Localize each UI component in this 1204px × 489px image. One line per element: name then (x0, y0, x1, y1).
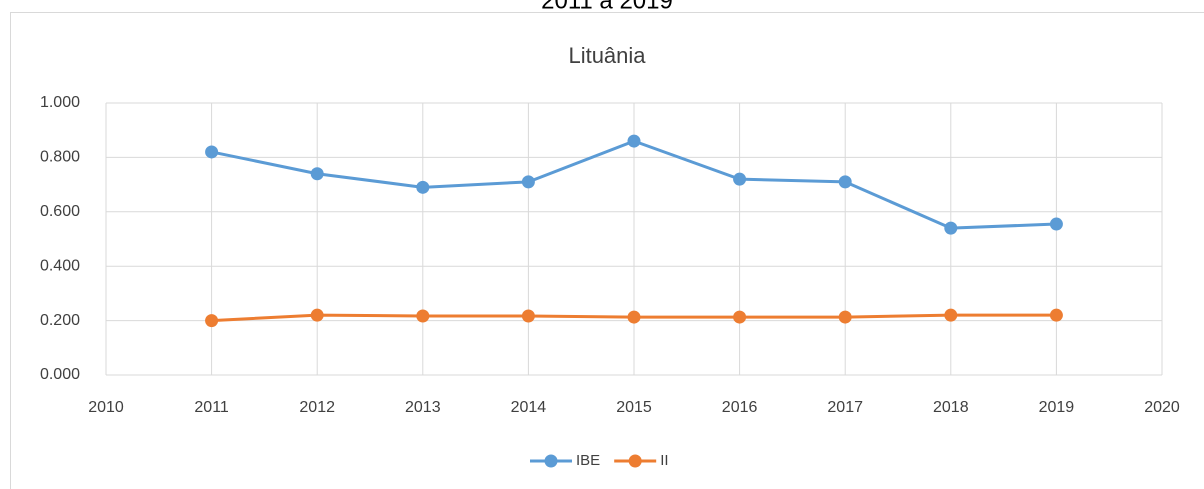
y-tick-label: 0.800 (40, 149, 80, 166)
x-tick-label: 2015 (616, 399, 652, 416)
data-point (733, 172, 747, 186)
x-tick-label: 2020 (1144, 399, 1180, 416)
legend-marker (628, 454, 642, 468)
y-tick-label: 0.000 (40, 366, 80, 383)
x-tick-label: 2016 (722, 399, 758, 416)
y-tick-label: 0.200 (40, 312, 80, 329)
legend-label: II (660, 452, 668, 469)
data-point (521, 175, 535, 189)
y-tick-label: 0.400 (40, 257, 80, 274)
x-tick-label: 2011 (194, 399, 229, 416)
data-point (416, 180, 430, 194)
x-tick-label: 2018 (933, 399, 969, 416)
y-tick-label: 0.600 (40, 203, 80, 220)
data-point (627, 134, 641, 148)
data-point (205, 314, 219, 328)
data-point (205, 145, 219, 159)
data-point (310, 308, 324, 322)
data-point (310, 167, 324, 181)
x-tick-label: 2013 (405, 399, 441, 416)
data-point (1049, 217, 1063, 231)
x-tick-label: 2019 (1039, 399, 1075, 416)
data-point (838, 175, 852, 189)
data-point (416, 309, 430, 323)
legend-marker (544, 454, 558, 468)
y-tick-label: 1.000 (40, 94, 80, 111)
x-tick-label: 2017 (827, 399, 863, 416)
chart-frame (10, 12, 1204, 489)
data-point (944, 308, 958, 322)
x-tick-label: 2014 (511, 399, 547, 416)
x-tick-label: 2012 (299, 399, 335, 416)
chart-title: Lituânia (568, 43, 646, 68)
legend-label: IBE (576, 452, 600, 469)
chart-heading: 2011 a 2019 (541, 0, 673, 14)
data-point (944, 221, 958, 235)
data-point (627, 310, 641, 324)
data-point (1049, 308, 1063, 322)
data-point (838, 310, 852, 324)
data-point (521, 309, 535, 323)
x-tick-label: 2010 (88, 399, 124, 416)
data-point (733, 310, 747, 324)
